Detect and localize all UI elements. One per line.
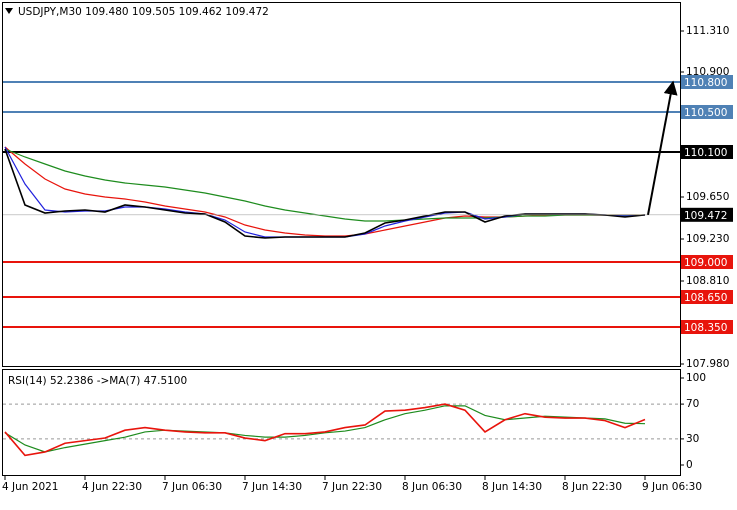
price-panel bbox=[2, 2, 681, 367]
x-tick-label: 7 Jun 06:30 bbox=[162, 481, 222, 493]
level-tag bbox=[681, 145, 733, 159]
y-tick-label: 0 bbox=[686, 459, 693, 471]
x-tick-label: 8 Jun 06:30 bbox=[402, 481, 462, 493]
series-line bbox=[4, 405, 646, 453]
level-label: 109.000 bbox=[684, 257, 727, 269]
price-label: 109.472 bbox=[684, 210, 727, 222]
y-tick-label: 30 bbox=[686, 433, 699, 445]
series-line bbox=[4, 146, 645, 237]
level-label: 110.800 bbox=[684, 77, 727, 89]
level-tag bbox=[681, 255, 733, 269]
x-tick-label: 7 Jun 22:30 bbox=[322, 481, 382, 493]
level-tag bbox=[681, 105, 733, 119]
y-tick-label: 111.310 bbox=[686, 25, 729, 37]
x-tick-label: 4 Jun 22:30 bbox=[82, 481, 142, 493]
x-tick-label: 8 Jun 14:30 bbox=[482, 481, 542, 493]
chart-title: USDJPY,M30 109.480 109.505 109.462 109.4… bbox=[18, 6, 269, 18]
level-tag bbox=[681, 320, 733, 334]
level-tag bbox=[681, 75, 733, 89]
x-tick-label: 8 Jun 22:30 bbox=[562, 481, 622, 493]
y-tick-label: 108.810 bbox=[686, 275, 729, 287]
x-tick-label: 9 Jun 06:30 bbox=[642, 481, 702, 493]
x-tick-label: 4 Jun 2021 bbox=[2, 481, 58, 493]
series-line bbox=[4, 148, 645, 222]
x-tick-label: 7 Jun 14:30 bbox=[242, 481, 302, 493]
series-line bbox=[4, 148, 646, 239]
level-label: 108.350 bbox=[684, 322, 727, 334]
y-tick-label: 70 bbox=[686, 398, 699, 410]
level-tag bbox=[681, 290, 733, 304]
rsi-panel bbox=[2, 369, 681, 476]
series-line bbox=[4, 403, 646, 457]
rsi-title: RSI(14) 52.2386 ->MA(7) 47.5100 bbox=[8, 375, 187, 387]
level-label: 110.500 bbox=[684, 107, 727, 119]
menu-triangle bbox=[5, 8, 13, 14]
y-tick-label: 109.650 bbox=[686, 191, 729, 203]
arrow bbox=[647, 80, 678, 215]
y-tick-label: 107.980 bbox=[686, 358, 729, 370]
level-label: 110.100 bbox=[684, 147, 727, 159]
y-tick-label: 100 bbox=[686, 372, 706, 384]
y-tick-label: 109.230 bbox=[686, 233, 729, 245]
price-tag bbox=[681, 207, 733, 222]
level-label: 108.650 bbox=[684, 292, 727, 304]
